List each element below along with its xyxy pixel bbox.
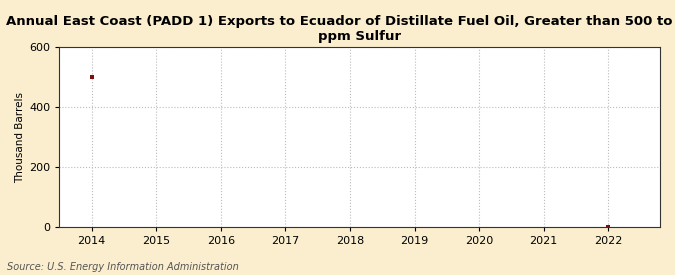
Title: Annual East Coast (PADD 1) Exports to Ecuador of Distillate Fuel Oil, Greater th: Annual East Coast (PADD 1) Exports to Ec…: [5, 15, 675, 43]
Text: Source: U.S. Energy Information Administration: Source: U.S. Energy Information Administ…: [7, 262, 238, 272]
Y-axis label: Thousand Barrels: Thousand Barrels: [15, 92, 25, 183]
